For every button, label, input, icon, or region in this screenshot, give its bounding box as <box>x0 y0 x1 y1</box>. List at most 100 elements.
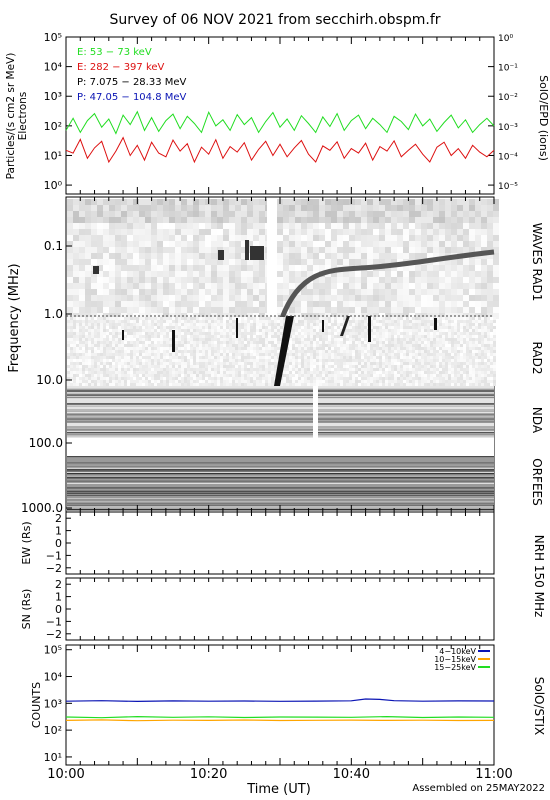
rad1-cell <box>217 313 223 319</box>
rad2-cell <box>442 380 445 383</box>
rad2-cell <box>388 368 391 371</box>
rad2-cell <box>472 344 475 347</box>
rad2-cell <box>208 380 211 383</box>
rad2-cell <box>238 326 241 329</box>
rad1-cell <box>343 235 349 241</box>
rad2-cell <box>217 368 220 371</box>
rad2-cell <box>187 350 190 353</box>
rad2-cell <box>382 359 385 362</box>
rad2-cell <box>88 326 91 329</box>
rad2-cell <box>367 350 370 353</box>
rad2-cell <box>151 365 154 368</box>
rad1-cell <box>103 247 109 253</box>
rad1-blob <box>218 250 224 260</box>
rad2-cell <box>217 344 220 347</box>
rad2-cell <box>208 344 211 347</box>
rad2-cell <box>217 338 220 341</box>
rad2-cell <box>133 380 136 383</box>
rad2-cell <box>295 359 298 362</box>
rad2-cell <box>196 332 199 335</box>
rad1-cell <box>373 199 379 205</box>
rad2-cell <box>142 323 145 326</box>
rad2-cell <box>172 317 175 320</box>
rad2-cell <box>391 323 394 326</box>
rad2-cell <box>343 380 346 383</box>
rad2-cell <box>247 338 250 341</box>
rad1-cell <box>163 229 169 235</box>
rad1-cell <box>145 217 151 223</box>
rad2-cell <box>379 332 382 335</box>
rad2-cell <box>184 347 187 350</box>
rad2-cell <box>82 341 85 344</box>
rad2-cell <box>232 320 235 323</box>
rad1-cell <box>91 277 97 283</box>
rad2-cell <box>337 344 340 347</box>
rad2-cell <box>73 362 76 365</box>
rad1-cell <box>85 241 91 247</box>
rad2-cell <box>493 368 496 371</box>
rad2-cell <box>418 320 421 323</box>
rad2-cell <box>376 320 379 323</box>
rad2-cell <box>277 323 280 326</box>
rad1-cell <box>487 283 493 289</box>
rad1-cell <box>199 229 205 235</box>
rad2-cell <box>451 332 454 335</box>
rad2-cell <box>379 362 382 365</box>
rad1-cell <box>139 229 145 235</box>
rad2-cell <box>82 329 85 332</box>
rad2-cell <box>223 338 226 341</box>
rad2-cell <box>220 332 223 335</box>
rad2-cell <box>124 335 127 338</box>
rad2-cell <box>475 335 478 338</box>
rad1-cell <box>223 205 229 211</box>
rad1-cell <box>367 307 373 313</box>
rad2-cell <box>433 350 436 353</box>
rad1-cell <box>481 289 487 295</box>
rad2-cell <box>196 374 199 377</box>
rad2-cell <box>472 350 475 353</box>
rad1-cell <box>163 295 169 301</box>
rad2-cell <box>142 338 145 341</box>
rad2-cell <box>130 371 133 374</box>
rad1-cell <box>157 277 163 283</box>
rad2-cell <box>325 338 328 341</box>
rad2-cell <box>454 362 457 365</box>
rad2-cell <box>73 377 76 380</box>
rad2-cell <box>175 368 178 371</box>
rad2-cell <box>460 344 463 347</box>
rad2-cell <box>445 362 448 365</box>
rad2-cell <box>109 380 112 383</box>
rad1-cell <box>301 295 307 301</box>
rad2-cell <box>124 377 127 380</box>
rad2-cell <box>337 341 340 344</box>
rad1-cell <box>175 253 181 259</box>
rad2-cell <box>343 359 346 362</box>
rad2-cell <box>67 344 70 347</box>
rad2-cell <box>430 326 433 329</box>
rad2-cell <box>487 353 490 356</box>
rad1-cell <box>295 211 301 217</box>
rad1-cell <box>121 223 127 229</box>
rad2-cell <box>76 374 79 377</box>
rad2-cell <box>448 356 451 359</box>
rad2-cell <box>382 383 385 386</box>
rad2-cell <box>235 380 238 383</box>
rad2-cell <box>118 341 121 344</box>
rad2-cell <box>298 365 301 368</box>
rad2-cell <box>469 353 472 356</box>
rad1-cell <box>433 313 439 319</box>
rad2-cell <box>343 374 346 377</box>
rad2-cell <box>454 368 457 371</box>
rad2-cell <box>154 353 157 356</box>
rad2-cell <box>373 374 376 377</box>
rad2-cell <box>238 320 241 323</box>
rad2-cell <box>145 374 148 377</box>
rad2-cell <box>148 371 151 374</box>
rad2-cell <box>388 374 391 377</box>
rad2-cell <box>223 362 226 365</box>
orfees-gap <box>67 438 494 456</box>
rad1-cell <box>103 283 109 289</box>
rad1-cell <box>259 259 265 265</box>
rad2-cell <box>400 362 403 365</box>
rad2-cell <box>442 329 445 332</box>
